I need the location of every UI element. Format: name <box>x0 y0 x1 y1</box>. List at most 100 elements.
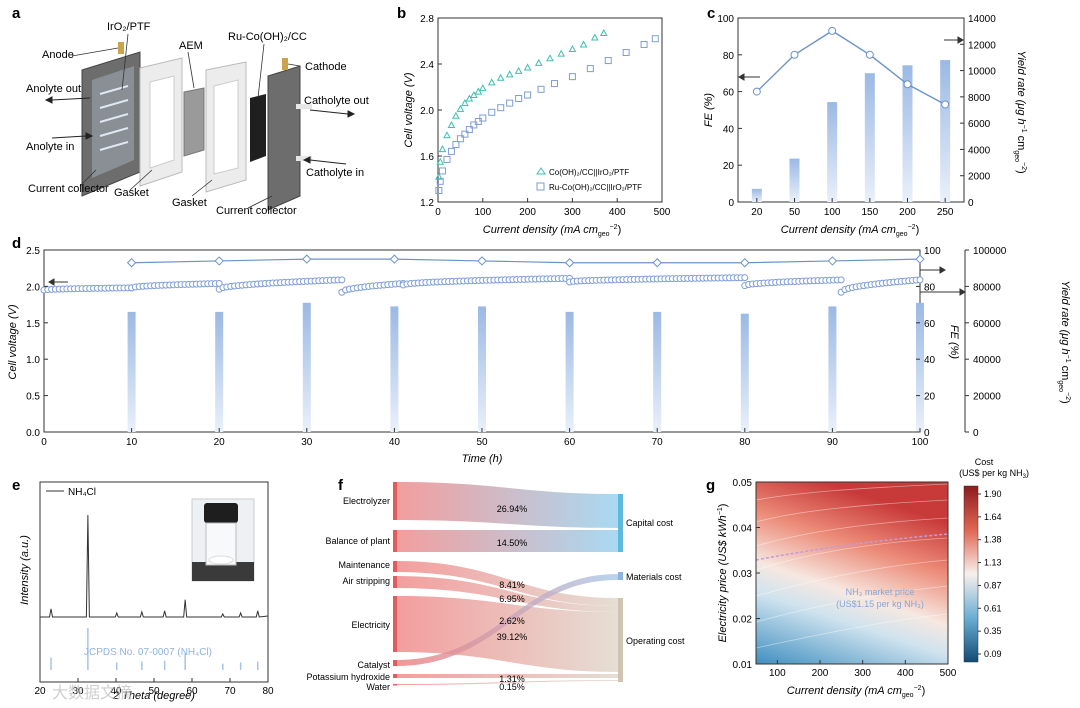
x-tick-label: 50 <box>148 686 160 697</box>
data-point-series-2 <box>550 80 558 88</box>
y-tick-label: 1.6 <box>420 152 434 163</box>
x-tick-label: 20 <box>214 437 226 448</box>
x-tick-label: 30 <box>301 437 313 448</box>
colorbar-title-1: Cost <box>975 457 994 467</box>
source-labels: Electrolyzer Balance of plant Maintenanc… <box>306 496 390 692</box>
y2-tick-label: 12000 <box>968 40 996 51</box>
y-ticks-b: 1.2 1.6 2.0 2.4 2.8 <box>420 14 442 209</box>
yield-ticks-d: 0 20000 40000 60000 80000 100000 <box>965 246 1007 439</box>
x-tick-label: 50 <box>789 207 801 218</box>
data-point-series-1 <box>505 70 514 78</box>
yield-bar <box>302 302 311 432</box>
yield-tick-label: 20000 <box>973 392 1001 403</box>
fe-point <box>865 50 874 59</box>
colorbar <box>963 485 979 663</box>
target-node-operating <box>618 598 623 682</box>
y-tick-label: 2.8 <box>420 14 434 25</box>
label-anolyte-in: Anolyte in <box>26 141 74 153</box>
panel-label-f: f <box>338 477 344 494</box>
label-ru-co-oh2-cc: Ru-Co(OH)₂/CC <box>228 31 307 43</box>
fe-point <box>477 256 487 266</box>
data-point-series-1 <box>478 84 487 92</box>
x-tick-label: 400 <box>609 207 626 218</box>
x-tick-label: 300 <box>564 207 581 218</box>
fe-trend-line <box>756 30 946 106</box>
colorbar-tick-label: 0.87 <box>984 580 1002 590</box>
yield-tick-label: 60000 <box>973 319 1001 330</box>
yield-bar <box>653 311 662 432</box>
y-tick-label: 0.02 <box>733 615 753 626</box>
data-point-series-2 <box>465 126 473 134</box>
inset-photo-vial <box>191 498 255 582</box>
x-tick-label: 500 <box>654 207 671 218</box>
data-point-series-2 <box>604 57 612 65</box>
y2-tick-label: 6000 <box>968 119 991 130</box>
data-point-series-2 <box>568 73 576 81</box>
fe-tick-label: 80 <box>924 282 936 293</box>
contour-lines <box>755 483 949 649</box>
fe-tick-label: 100 <box>924 246 941 257</box>
panel-label-b: b <box>397 5 406 22</box>
y-tick-label: 40 <box>723 124 735 135</box>
data-point-series-2 <box>447 147 455 155</box>
flow-catalyst <box>396 574 618 666</box>
voltage-point <box>741 274 749 282</box>
legend-marker-triangle <box>536 167 546 175</box>
data-point-series-1 <box>436 157 445 165</box>
colorbar-tick-label: 1.64 <box>984 512 1002 522</box>
flow-electrolyzer <box>396 482 618 528</box>
aem-membrane <box>183 87 205 157</box>
label-current-collector-left: Current collector <box>28 183 109 195</box>
y-tick-label: 0.5 <box>26 392 40 403</box>
x-tick-label: 200 <box>812 668 829 679</box>
x-tick-label: 90 <box>827 437 839 448</box>
x-tick-label: 20 <box>751 207 763 218</box>
data-point-series-1 <box>438 145 447 153</box>
yield-bar <box>902 65 913 202</box>
data-point-series-1 <box>469 91 478 99</box>
y-tick-label: 0.03 <box>733 569 753 580</box>
fe-point <box>903 80 912 89</box>
y2-axis-label-c: Yield rate (μg h−1 cmgeo−2) <box>1013 50 1027 173</box>
x-tick-label: 100 <box>824 207 841 218</box>
fe-trend-line <box>131 258 921 264</box>
axis-arrows-c <box>738 36 964 81</box>
annotation-market-price-value: (US$1.15 per kg NH₃) <box>836 599 924 609</box>
yield-bar <box>740 313 749 432</box>
source-label-potassium-hydroxide: Potassium hydroxide <box>306 672 390 682</box>
legend-series-2: Ru-Co(OH)₂/CC||IrO₂/PTF <box>549 183 642 192</box>
y-tick-label: 0.04 <box>733 524 753 535</box>
x-tick-label: 0 <box>41 437 47 448</box>
fe-point <box>214 256 224 266</box>
x-tick-label: 20 <box>34 686 46 697</box>
panel-c-chart: c 0 20 40 60 80 100 0 2000 4000 6000 8000 10000 120… <box>703 5 1027 238</box>
data-point-series-1 <box>599 28 608 36</box>
x-tick-label: 70 <box>224 686 236 697</box>
source-label-balance-of-plant: Balance of plant <box>325 536 390 546</box>
y2-tick-label: 8000 <box>968 93 991 104</box>
data-point-series-1 <box>496 73 505 81</box>
voltage-point <box>916 276 924 284</box>
gasket-left-window <box>149 75 175 169</box>
x-tick-label: 10 <box>126 437 138 448</box>
anode-flow-field <box>92 66 134 178</box>
yield-bar <box>864 73 875 202</box>
fe-point <box>752 87 761 96</box>
axis-arrows-d <box>48 266 966 296</box>
target-label-materials: Materials cost <box>626 572 682 582</box>
flow-balance-of-plant <box>396 530 618 552</box>
x-tick-label: 250 <box>937 207 954 218</box>
flow-arrows <box>44 96 356 165</box>
y-tick-label: 0.01 <box>733 660 753 671</box>
xrd-trace-e <box>40 514 269 618</box>
y-ticks-g: 0.01 0.02 0.03 0.04 0.05 <box>733 478 760 671</box>
source-nodes <box>393 482 397 686</box>
fe-point <box>740 258 750 268</box>
data-point-series-1 <box>590 33 599 41</box>
y2-tick-label: 14000 <box>968 14 996 25</box>
legend-b: Co(OH)₂/CC||IrO₂/PTF Ru-Co(OH)₂/CC||IrO₂… <box>536 167 642 192</box>
target-node-materials <box>618 572 623 580</box>
cathode-terminal <box>282 58 288 70</box>
y-tick-label: 20 <box>723 161 735 172</box>
y2-tick-label: 2000 <box>968 172 991 183</box>
